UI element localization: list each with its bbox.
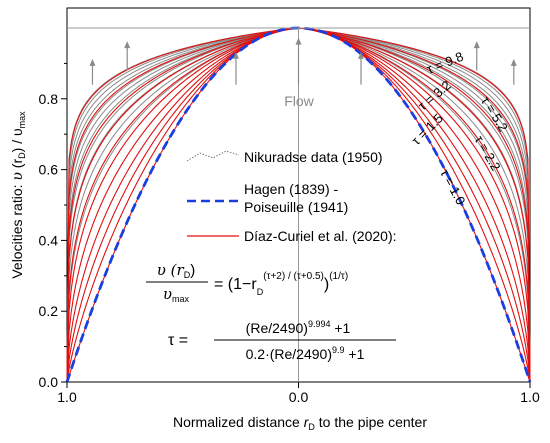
- tau-formula: τ = (Re/2490)9.994 +1 0.2·(Re/2490)9.9 +…: [168, 319, 396, 362]
- profile-formula: υ (rD) υmax = (1−rD(τ+2) / (τ+0.5))(1/τ): [146, 261, 348, 304]
- x-tick-label-left: 1.0: [57, 389, 77, 405]
- y-tick-label-4: 0.8: [39, 91, 59, 107]
- flow-arrow-head-0: [89, 58, 96, 66]
- flow-arrow-head-3: [295, 37, 302, 45]
- y-tick-label-2: 0.4: [39, 232, 59, 248]
- legend: Nikuradse data (1950) Hagen (1839) - Poi…: [186, 149, 397, 244]
- y-tick-label-0: 0.0: [39, 374, 59, 390]
- formula2-lhs: τ =: [168, 332, 188, 349]
- legend-hagen-label-line1: Hagen (1839) -: [244, 181, 339, 197]
- x-tick-label-right: 1.0: [520, 389, 540, 405]
- flow-arrow-head-4: [358, 51, 365, 59]
- x-tick-label-center: 0.0: [289, 389, 309, 405]
- flow-arrow-head-6: [510, 58, 517, 66]
- flow-arrows: [89, 37, 517, 85]
- y-ticks: 0.0 0.2 0.4 0.6 0.8: [39, 62, 67, 390]
- tau-label-5: τ = 1.0: [437, 167, 468, 208]
- flow-arrow-head-5: [473, 41, 480, 49]
- legend-diaz-label: Díaz-Curiel et al. (2020):: [244, 228, 397, 244]
- tau-label-0: τ = 9.8: [425, 49, 466, 77]
- flow-arrow-head-2: [232, 51, 239, 59]
- y-axis-label: Velocities ratio: υ (rD) / υmax: [9, 111, 27, 279]
- formula1-numerator: υ (rD): [157, 261, 195, 280]
- flow-label: Flow: [284, 93, 314, 109]
- y-tick-label-1: 0.2: [39, 303, 59, 319]
- y-tick-label-3: 0.6: [39, 162, 59, 178]
- formula1-rhs: = (1−rD(τ+2) / (τ+0.5))(1/τ): [214, 271, 348, 297]
- legend-nikuradse-swatch: [186, 150, 240, 162]
- legend-nikuradse-label: Nikuradse data (1950): [244, 149, 383, 165]
- x-axis-label: Normalized distance rD to the pipe cente…: [173, 414, 427, 432]
- formula2-numerator: (Re/2490)9.994 +1: [246, 319, 351, 336]
- formula1-denominator: υmax: [163, 285, 190, 304]
- flow-arrow-head-1: [124, 41, 131, 49]
- legend-hagen-label-line2: Poiseuille (1941): [244, 199, 348, 215]
- formula2-denominator: 0.2·(Re/2490)9.9 +1: [246, 345, 365, 362]
